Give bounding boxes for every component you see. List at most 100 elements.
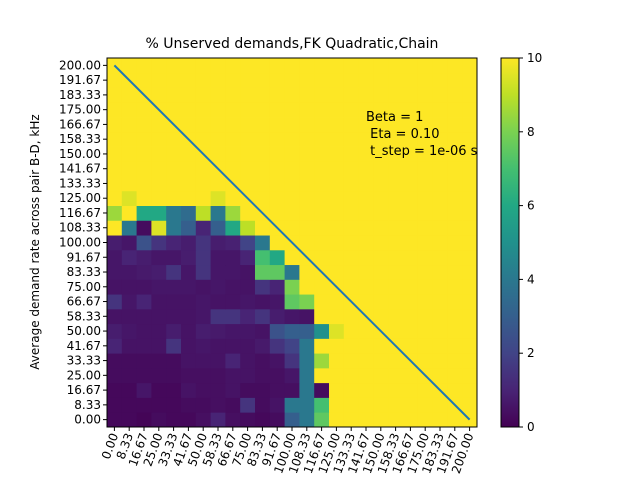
heatmap-cell [329,146,345,162]
heatmap-cell [284,382,300,398]
heatmap-cell [136,161,152,177]
y-tick-label: 125.00 [59,191,101,205]
heatmap-cell [121,412,137,428]
heatmap-cell [462,367,478,384]
heatmap-cell [121,235,137,251]
heatmap-cell [314,323,330,339]
heatmap-cell [358,294,374,310]
heatmap-cell [181,205,197,221]
heatmap-cell [269,131,285,147]
heatmap-cell [417,323,433,339]
colorbar-ticks: 0 2 4 6 8 10 [519,51,542,434]
y-tick-label: 150.00 [59,147,101,161]
heatmap-cell [403,235,419,251]
heatmap-cell [181,87,197,103]
heatmap-cell [269,205,285,221]
heatmap-cell [432,353,448,369]
heatmap-cell [447,220,463,236]
heatmap-cell [432,220,448,236]
heatmap-cell [284,58,300,74]
y-tick-label: 83.33 [67,265,101,279]
heatmap-cell [358,235,374,251]
heatmap-cell [151,117,167,133]
heatmap-cell [240,72,256,88]
heatmap-cell [447,87,463,103]
y-tick-label: 116.67 [59,206,101,220]
heatmap-cell [447,323,463,339]
heatmap-cell [373,117,389,133]
heatmap-cell [343,102,359,118]
y-tick-label: 183.33 [59,88,101,102]
heatmap-cell [210,367,226,384]
heatmap-cell [314,58,330,74]
heatmap-cell [195,87,211,103]
heatmap-cell [181,190,197,206]
heatmap-cell [136,146,152,162]
heatmap-cell [240,412,256,428]
heatmap-cell [462,294,478,310]
heatmap-cell [269,367,285,384]
heatmap-cell [343,382,359,398]
heatmap-cell [151,412,167,428]
heatmap-cell [284,308,300,325]
heatmap-cell [462,249,478,266]
heatmap-cell [314,117,330,133]
heatmap-cell [314,279,330,295]
heatmap-cell [225,264,241,280]
heatmap-cell [269,338,285,354]
heatmap-cell [373,176,389,192]
heatmap-cell [417,294,433,310]
heatmap-cell [299,308,315,325]
heatmap-cell [388,397,404,413]
heatmap-cell [462,87,478,103]
heatmap-cell [107,117,123,133]
heatmap-cell [225,190,241,206]
heatmap-cell [121,249,137,266]
heatmap-cell [136,117,152,133]
heatmap-cell [210,102,226,118]
heatmap-cell [121,58,137,74]
heatmap-cell [210,323,226,339]
heatmap-cell [151,235,167,251]
heatmap-cell [314,294,330,310]
heatmap-cell [284,117,300,133]
heatmap-cell [269,117,285,133]
heatmap-cell [284,190,300,206]
heatmap-cell [417,382,433,398]
colorbar-tick-label: 8 [527,125,535,139]
heatmap-cell [462,205,478,221]
heatmap-cell [240,279,256,295]
heatmap-cell [462,176,478,192]
heatmap-cell [373,146,389,162]
heatmap-cell [107,72,123,88]
heatmap-cell [121,264,137,280]
heatmap-cell [329,235,345,251]
heatmap-cell [358,102,374,118]
heatmap-cell [121,338,137,354]
heatmap-cell [373,367,389,384]
heatmap-cell [195,412,211,428]
heatmap-cell [329,220,345,236]
y-tick-label: 91.67 [67,250,101,264]
heatmap-cell [107,87,123,103]
heatmap-cell [343,235,359,251]
heatmap-cell [255,367,271,384]
colorbar-tick-label: 4 [527,272,535,286]
heatmap-cell [417,249,433,266]
annotation-line: Beta = 1 [366,110,423,125]
heatmap-cell [284,338,300,354]
heatmap-cell [240,382,256,398]
heatmap-cell [358,176,374,192]
heatmap-cell [210,235,226,251]
heatmap-cell [225,72,241,88]
heatmap-cell [255,279,271,295]
heatmap-cell [121,161,137,177]
heatmap-cell [269,382,285,398]
heatmap-cell [166,161,182,177]
heatmap-cell [210,397,226,413]
heatmap-cell [314,412,330,428]
chart-title: % Unserved demands,FK Quadratic,Chain [146,36,439,52]
heatmap-cell [269,190,285,206]
heatmap-cell [269,161,285,177]
heatmap-cell [255,249,271,266]
